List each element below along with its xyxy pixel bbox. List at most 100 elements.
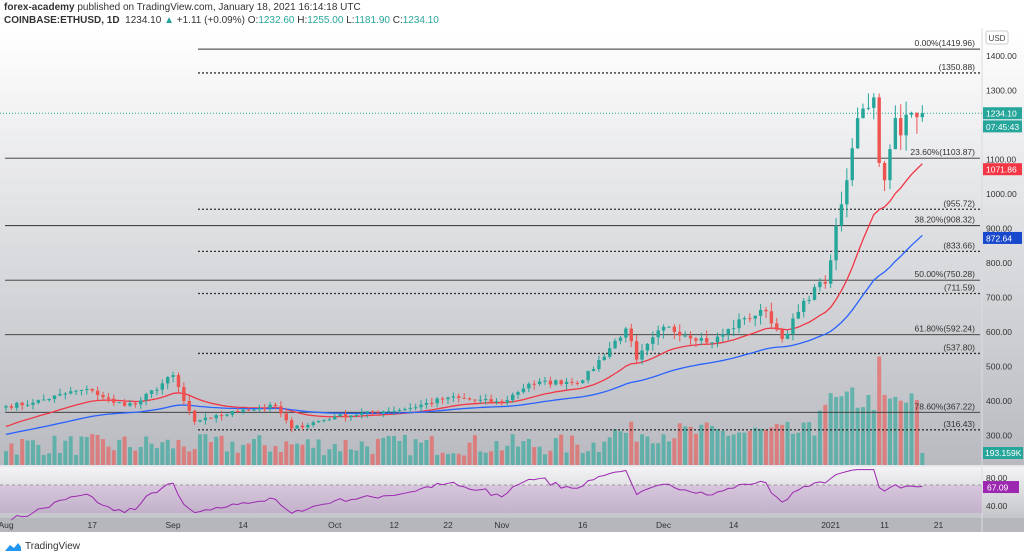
candle-body[interactable] [198, 420, 202, 422]
candle-body[interactable] [554, 380, 558, 385]
candle-body[interactable] [893, 118, 898, 150]
candle-body[interactable] [446, 397, 450, 400]
candle-body[interactable] [349, 415, 353, 418]
candle-body[interactable] [273, 404, 278, 407]
candle-body[interactable] [230, 411, 235, 415]
candle-body[interactable] [192, 410, 197, 422]
candle-body[interactable] [521, 388, 526, 393]
candle-body[interactable] [850, 148, 854, 181]
candle-body[interactable] [721, 334, 725, 337]
candle-body[interactable] [748, 318, 752, 320]
candle-body[interactable] [79, 389, 84, 391]
candle-body[interactable] [219, 415, 224, 417]
candle-body[interactable] [176, 375, 181, 388]
candle-body[interactable] [214, 415, 218, 419]
candle-body[interactable] [500, 401, 504, 403]
candle-body[interactable] [672, 326, 677, 332]
candle-body[interactable] [667, 326, 671, 328]
candle-body[interactable] [133, 403, 138, 405]
candle-body[interactable] [392, 410, 396, 412]
candle-body[interactable] [478, 399, 483, 401]
candle-body[interactable] [581, 380, 585, 383]
candle-body[interactable] [715, 336, 720, 343]
candle-body[interactable] [888, 149, 892, 181]
candle-body[interactable] [236, 411, 240, 413]
candle-body[interactable] [807, 299, 811, 301]
candle-body[interactable] [289, 420, 294, 429]
candle-body[interactable] [855, 118, 860, 149]
candle-body[interactable] [726, 328, 730, 335]
candle-body[interactable] [543, 380, 547, 382]
candle-body[interactable] [845, 180, 849, 205]
candle-body[interactable] [360, 412, 364, 415]
candle-body[interactable] [370, 411, 375, 413]
candle-body[interactable] [904, 114, 908, 136]
candle-body[interactable] [413, 407, 418, 409]
candle-body[interactable] [505, 400, 509, 403]
candle-body[interactable] [473, 399, 477, 401]
candle-body[interactable] [753, 315, 757, 319]
candle-body[interactable] [694, 338, 698, 341]
candle-body[interactable] [106, 397, 111, 399]
candle-body[interactable] [381, 411, 385, 414]
candle-body[interactable] [386, 411, 391, 413]
candle-body[interactable] [651, 337, 655, 344]
candle-body[interactable] [812, 287, 817, 300]
candle-body[interactable] [818, 281, 822, 288]
candle-body[interactable] [203, 417, 208, 421]
time-axis[interactable] [0, 518, 1024, 532]
candle-body[interactable] [338, 414, 342, 417]
candle-body[interactable] [780, 329, 784, 339]
candle-body[interactable] [295, 425, 299, 429]
candle-body[interactable] [365, 411, 369, 413]
candle-body[interactable] [796, 311, 801, 319]
candle-body[interactable] [252, 409, 256, 411]
candle-body[interactable] [839, 204, 844, 226]
candle-body[interactable] [225, 414, 229, 416]
candle-body[interactable] [629, 328, 633, 342]
candle-body[interactable] [311, 422, 315, 425]
candle-body[interactable] [263, 408, 267, 410]
candle-body[interactable] [882, 162, 887, 181]
candle-body[interactable] [47, 399, 51, 401]
candle-body[interactable] [300, 425, 305, 428]
tradingview-logo[interactable]: TradingView [4, 541, 80, 552]
price-axis[interactable] [982, 28, 1024, 466]
candle-body[interactable] [95, 390, 100, 395]
candle-body[interactable] [171, 375, 175, 377]
candle-body[interactable] [591, 369, 596, 371]
candle-body[interactable] [122, 402, 127, 406]
candle-body[interactable] [802, 300, 806, 312]
candle-body[interactable] [306, 424, 310, 428]
candle-body[interactable] [909, 112, 914, 115]
candle-body[interactable] [861, 108, 865, 119]
candle-body[interactable] [537, 381, 542, 384]
candle-body[interactable] [688, 335, 693, 339]
candle-body[interactable] [661, 326, 666, 331]
candle-body[interactable] [63, 393, 67, 395]
candle-body[interactable] [559, 380, 563, 385]
candle-body[interactable] [327, 419, 332, 421]
candle-body[interactable] [823, 281, 827, 284]
candle-body[interactable] [683, 335, 687, 337]
candle-body[interactable] [4, 406, 8, 408]
candle-body[interactable] [112, 398, 116, 403]
candle-body[interactable] [564, 381, 569, 385]
candle-body[interactable] [209, 417, 213, 419]
candle-body[interactable] [117, 402, 121, 404]
candle-body[interactable] [872, 97, 876, 108]
candle-body[interactable] [791, 318, 795, 334]
candle-body[interactable] [613, 340, 617, 349]
candle-body[interactable] [834, 225, 838, 261]
main-pane[interactable] [0, 28, 982, 466]
candle-body[interactable] [435, 398, 439, 404]
candle-body[interactable] [618, 337, 623, 341]
candle-body[interactable] [25, 404, 30, 406]
candle-body[interactable] [139, 400, 143, 405]
candle-body[interactable] [705, 338, 709, 343]
candle-body[interactable] [128, 403, 132, 406]
candle-body[interactable] [85, 389, 89, 391]
candle-body[interactable] [20, 402, 24, 406]
currency-badge[interactable] [985, 30, 1009, 45]
candle-body[interactable] [828, 260, 833, 284]
